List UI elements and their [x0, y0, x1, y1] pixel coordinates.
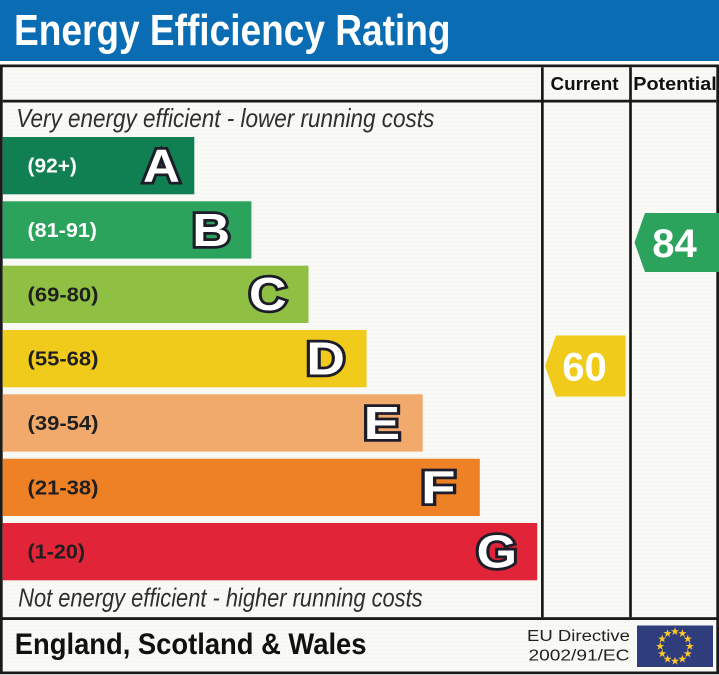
- svg-text:Not energy efficient - higher: Not energy efficient - higher running co…: [18, 583, 422, 613]
- svg-text:Current: Current: [551, 74, 619, 94]
- svg-text:(92+): (92+): [28, 156, 77, 178]
- svg-text:EU Directive: EU Directive: [527, 628, 630, 645]
- svg-text:(55-68): (55-68): [28, 349, 99, 371]
- svg-text:England, Scotland & Wales: England, Scotland & Wales: [15, 628, 367, 661]
- svg-text:C: C: [249, 270, 287, 321]
- svg-text:(69-80): (69-80): [28, 284, 99, 306]
- svg-text:(21-38): (21-38): [28, 477, 99, 499]
- svg-text:Energy Efficiency Rating: Energy Efficiency Rating: [14, 6, 451, 55]
- svg-text:84: 84: [652, 222, 697, 266]
- svg-text:Very energy efficient - lower: Very energy efficient - lower running co…: [16, 103, 434, 133]
- svg-text:E: E: [364, 397, 401, 449]
- svg-text:B: B: [192, 205, 230, 256]
- svg-text:2002/91/EC: 2002/91/EC: [529, 648, 630, 665]
- svg-text:G: G: [477, 527, 517, 578]
- svg-text:A: A: [143, 141, 180, 192]
- svg-text:D: D: [306, 333, 345, 385]
- svg-text:60: 60: [562, 346, 607, 390]
- svg-text:(39-54): (39-54): [28, 413, 99, 435]
- svg-text:F: F: [421, 461, 456, 513]
- svg-text:(1-20): (1-20): [28, 542, 86, 564]
- svg-text:Potential: Potential: [633, 74, 717, 94]
- svg-text:(81-91): (81-91): [28, 220, 98, 242]
